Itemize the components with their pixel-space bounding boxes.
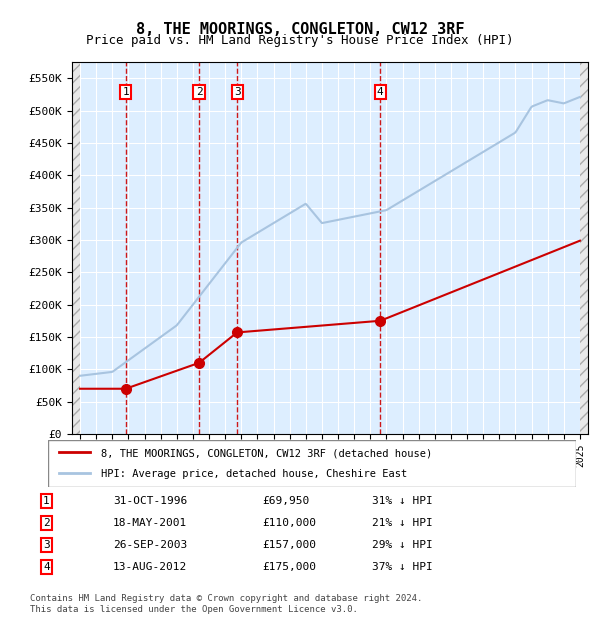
Text: 13-AUG-2012: 13-AUG-2012 (113, 562, 187, 572)
Text: 37% ↓ HPI: 37% ↓ HPI (372, 562, 433, 572)
Text: Price paid vs. HM Land Registry's House Price Index (HPI): Price paid vs. HM Land Registry's House … (86, 34, 514, 47)
Text: 26-SEP-2003: 26-SEP-2003 (113, 540, 187, 550)
Text: £69,950: £69,950 (262, 496, 309, 506)
Bar (72, 62, 80, 434)
Text: 3: 3 (43, 540, 50, 550)
Text: 31% ↓ HPI: 31% ↓ HPI (372, 496, 433, 506)
Text: 4: 4 (43, 562, 50, 572)
Bar (72, 62, 80, 434)
Text: 2: 2 (43, 518, 50, 528)
Text: 31-OCT-1996: 31-OCT-1996 (113, 496, 187, 506)
Text: 8, THE MOORINGS, CONGLETON, CW12 3RF: 8, THE MOORINGS, CONGLETON, CW12 3RF (136, 22, 464, 37)
Text: 2: 2 (196, 87, 202, 97)
Text: 21% ↓ HPI: 21% ↓ HPI (372, 518, 433, 528)
Text: 8, THE MOORINGS, CONGLETON, CW12 3RF (detached house): 8, THE MOORINGS, CONGLETON, CW12 3RF (de… (101, 448, 432, 458)
Text: 1: 1 (43, 496, 50, 506)
Text: 4: 4 (377, 87, 383, 97)
Text: £175,000: £175,000 (262, 562, 316, 572)
Text: 1: 1 (122, 87, 129, 97)
Text: 29% ↓ HPI: 29% ↓ HPI (372, 540, 433, 550)
Text: 18-MAY-2001: 18-MAY-2001 (113, 518, 187, 528)
Text: 3: 3 (234, 87, 241, 97)
Text: £157,000: £157,000 (262, 540, 316, 550)
Bar (580, 62, 588, 434)
Text: £110,000: £110,000 (262, 518, 316, 528)
FancyBboxPatch shape (48, 440, 576, 487)
Text: Contains HM Land Registry data © Crown copyright and database right 2024.
This d: Contains HM Land Registry data © Crown c… (30, 595, 422, 614)
Text: HPI: Average price, detached house, Cheshire East: HPI: Average price, detached house, Ches… (101, 469, 407, 479)
